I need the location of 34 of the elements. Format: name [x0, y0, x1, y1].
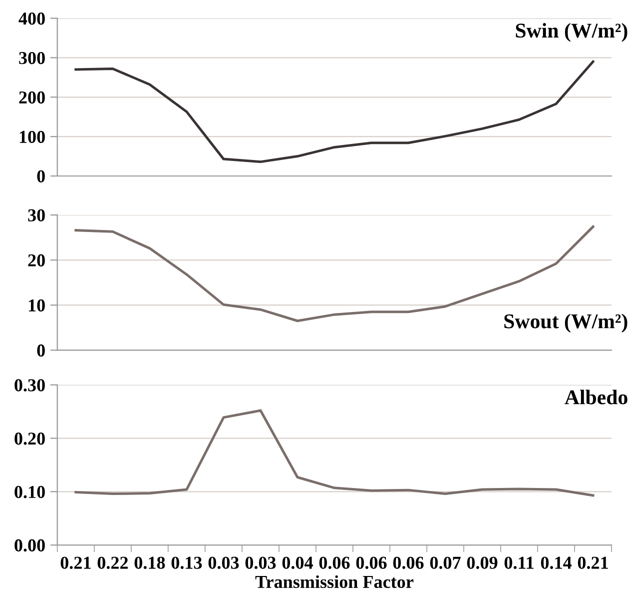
x-tick-label: 0.07 [430, 556, 461, 569]
x-tick-label: 0.13 [172, 556, 202, 569]
x-tick-label: 0.06 [356, 556, 387, 569]
y-tick-label: 300 [19, 52, 45, 64]
x-tick-label: 0.03 [208, 556, 239, 569]
chart-title: Swin (W/m²) [516, 23, 628, 42]
x-tick-label: 0.04 [282, 556, 313, 569]
x-tick-label: 0.06 [319, 556, 350, 569]
y-tick-label: 0 [37, 344, 45, 357]
y-tick-label: 0.20 [14, 432, 45, 445]
x-tick-label: 0.09 [467, 556, 498, 569]
y-tick-label: 0 [37, 170, 45, 182]
y-tick-label: 30 [28, 209, 45, 222]
x-tick-label: 0.06 [393, 556, 424, 569]
x-tick-label: 0.03 [245, 556, 276, 569]
y-tick-label: 20 [28, 254, 45, 266]
x-tick-label: 0.18 [134, 556, 165, 569]
y-tick-label: 0.10 [14, 486, 45, 498]
x-tick-label: 0.22 [98, 556, 128, 569]
x-tick-label: 0.21 [60, 556, 91, 569]
y-tick-label: 400 [18, 12, 45, 25]
y-tick-label: 200 [19, 91, 45, 104]
y-tick-label: 100 [20, 130, 45, 144]
x-tick-label: 0.21 [578, 556, 608, 569]
text: Swout (W/m²) [504, 314, 628, 333]
y-tick-label: 10 [28, 299, 45, 312]
y-tick-label: 0.00 [14, 539, 45, 552]
y-tick-label: 0.30 [14, 379, 45, 392]
x-tick-label: 0.11 [504, 556, 534, 569]
chart-title: Albedo [564, 390, 628, 404]
line-series [74, 409, 594, 497]
line-series [74, 60, 594, 164]
x-tick-label: 0.14 [540, 556, 572, 569]
x-axis-title: Transmission Factor [255, 575, 414, 588]
